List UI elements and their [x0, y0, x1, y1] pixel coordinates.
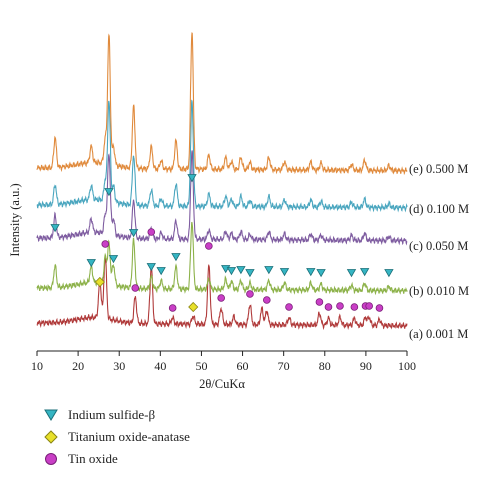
indium-sulfide-marker [306, 268, 316, 277]
xrd-chart: (a) 0.001 M (b) 0.010 M (c) 0.050 M (d) 0.1… [8, 32, 469, 391]
series-line [36, 150, 408, 246]
tin-oxide-marker [168, 304, 177, 312]
indium-sulfide-marker [384, 269, 394, 278]
tin-oxide-marker [324, 303, 333, 311]
indium-sulfide-marker [245, 269, 255, 278]
x-axis-label: 2θ/CuKα [199, 377, 245, 391]
tin-oxide-marker [263, 296, 271, 304]
x-tick-label: 90 [360, 359, 372, 373]
series-labels: (a) 0.001 M (b) 0.010 M (c) 0.050 M (d) 0.1… [409, 162, 469, 341]
indium-sulfide-marker [108, 255, 119, 264]
indium-sulfide-marker [359, 268, 370, 277]
legend-item-tin-oxide: Tin oxide [40, 448, 190, 470]
indium-sulfide-marker [146, 263, 156, 272]
x-tick-label: 40 [154, 359, 166, 373]
tin-oxide-marker [101, 240, 110, 248]
xrd-traces [36, 32, 408, 331]
x-tick-label: 60 [237, 359, 249, 373]
indium-sulfide-marker [50, 224, 60, 233]
indium-sulfide-marker [264, 266, 274, 275]
series-line [36, 255, 408, 331]
tin-oxide-marker [131, 284, 140, 292]
indium-sulfide-marker [187, 174, 197, 183]
x-axis-ticks: 10 20 30 40 50 60 70 80 90 100 [31, 351, 416, 373]
legend: Indium sulfide-β Titanium oxide-anatase … [40, 404, 190, 470]
diamond-icon [40, 430, 62, 444]
tin-oxide-marker [350, 303, 359, 311]
tin-oxide-marker [375, 304, 384, 312]
indium-sulfide-marker [104, 188, 114, 197]
triangle-down-icon [40, 409, 62, 421]
indium-sulfide-marker [236, 266, 246, 275]
indium-sulfide-marker [86, 259, 96, 268]
tin-oxide-marker [147, 228, 156, 236]
tin-oxide-marker [315, 298, 324, 306]
x-tick-label: 20 [72, 359, 84, 373]
legend-label: Indium sulfide-β [68, 407, 156, 422]
tin-oxide-marker [205, 242, 213, 250]
series-line [36, 32, 408, 176]
tin-oxide-marker [336, 302, 344, 310]
series-label: (c) 0.050 M [409, 239, 468, 253]
tin-oxide-marker [285, 303, 293, 311]
indium-sulfide-marker [279, 268, 290, 277]
x-tick-label: 80 [319, 359, 331, 373]
legend-item-indium-sulfide: Indium sulfide-β [40, 404, 190, 426]
tin-oxide-marker [365, 302, 373, 310]
x-tick-label: 100 [398, 359, 416, 373]
series-line [36, 99, 408, 213]
circle-icon [40, 452, 62, 466]
x-tick-label: 70 [278, 359, 290, 373]
indium-sulfide-marker [316, 269, 326, 278]
series-label: (a) 0.001 M [409, 327, 468, 341]
indium-sulfide-marker [171, 253, 181, 262]
phase-markers [50, 174, 394, 313]
y-axis-label: Intensity (a.u.) [8, 183, 22, 256]
series-label: (d) 0.100 M [409, 202, 469, 216]
titanium-oxide-marker [94, 276, 105, 288]
series-line [36, 221, 408, 296]
indium-sulfide-marker [156, 267, 166, 276]
legend-item-titanium-oxide: Titanium oxide-anatase [40, 426, 190, 448]
indium-sulfide-marker [128, 229, 139, 238]
indium-sulfide-marker [226, 267, 237, 276]
tin-oxide-marker [246, 290, 254, 298]
legend-label: Tin oxide [68, 451, 118, 466]
tin-oxide-marker [217, 294, 225, 302]
series-label: (b) 0.010 M [409, 284, 469, 298]
x-tick-label: 10 [31, 359, 43, 373]
x-tick-label: 50 [195, 359, 207, 373]
legend-label: Titanium oxide-anatase [68, 429, 190, 444]
indium-sulfide-marker [346, 269, 357, 278]
x-tick-label: 30 [113, 359, 125, 373]
series-label: (e) 0.500 M [409, 162, 468, 176]
titanium-oxide-marker [188, 301, 199, 313]
